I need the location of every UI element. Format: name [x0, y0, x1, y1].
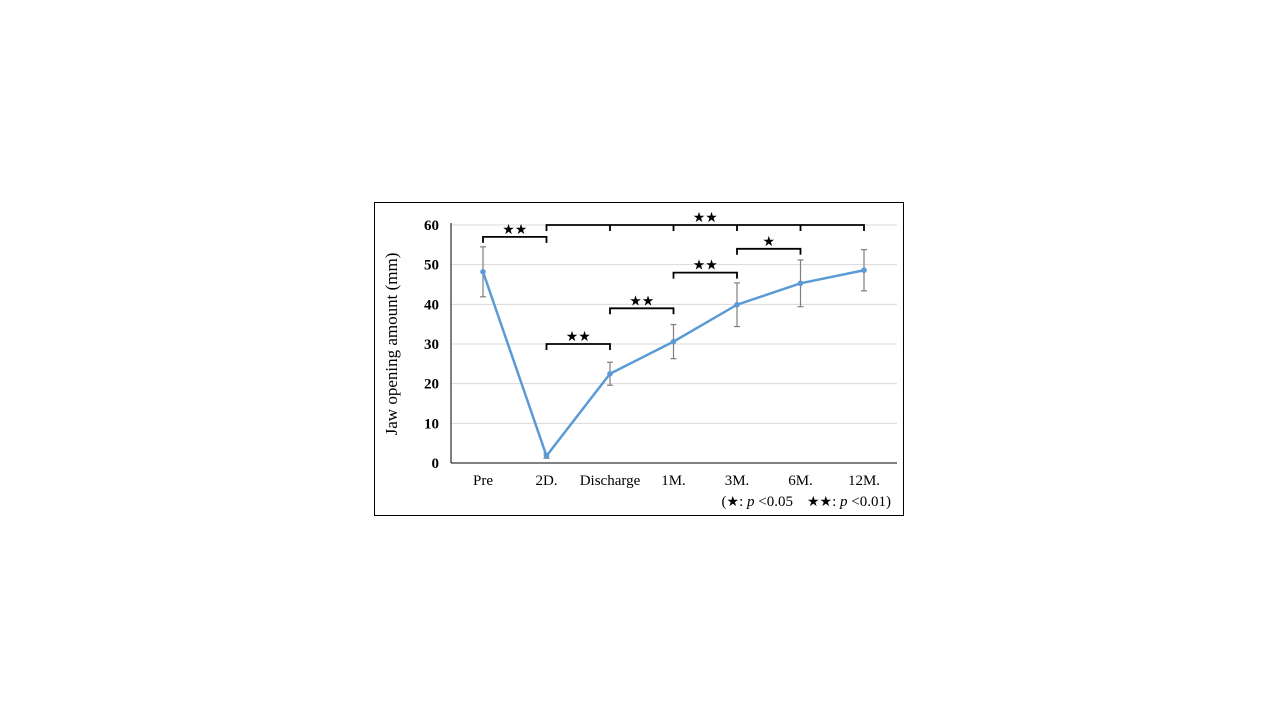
legend-p-1: p — [746, 494, 755, 510]
significance-bracket — [736, 247, 802, 255]
y-tick-label: 30 — [424, 337, 439, 353]
significance-bracket — [482, 236, 548, 243]
legend-two-star-value: <0.01) — [848, 494, 891, 510]
y-axis-title: Jaw opening amount (mm) — [382, 253, 401, 436]
y-tick-label: 20 — [424, 377, 439, 393]
significance-stars: ★★ — [502, 222, 527, 238]
axis-layer: 0 10 20 30 40 50 60 Pre 2D. Discharge 1M. 3M. 6M. 12M… — [424, 218, 897, 489]
x-tick-label: 1M. — [661, 473, 686, 489]
y-tick-label: 50 — [424, 258, 439, 274]
significance-bracket — [609, 307, 675, 315]
series-line — [481, 268, 865, 459]
legend-one-star: ★ — [727, 494, 740, 510]
data-point — [797, 280, 804, 287]
chart-frame: 0 10 20 30 40 50 60 Pre 2D. Discharge 1M. 3M. 6M. 12M… — [374, 202, 904, 516]
chart-svg: 0 10 20 30 40 50 60 Pre 2D. Discharge 1M. 3M. 6M. 12M… — [382, 210, 897, 510]
data-point — [734, 301, 740, 308]
significance-legend: (★: p <0.05 ★★: p <0.01) — [722, 494, 891, 510]
x-tick-label: Discharge — [580, 473, 641, 489]
significance-stars: ★★ — [693, 210, 718, 226]
data-point — [480, 269, 486, 275]
x-tick-label: Pre — [473, 473, 493, 489]
data-point — [543, 453, 550, 459]
significance-brackets: ★★★★★★★★★★★ — [482, 210, 865, 350]
legend-one-star-value: <0.05 — [755, 494, 793, 510]
x-tick-label: 2D. — [535, 473, 557, 489]
x-tick-label: 6M. — [788, 473, 813, 489]
x-tick-label: 3M. — [725, 473, 750, 489]
legend-one-star-colon: : — [739, 494, 747, 510]
legend-two-star-colon: : — [832, 494, 840, 510]
significance-stars: ★ — [762, 234, 775, 250]
legend-open: ( — [722, 494, 727, 510]
data-point — [861, 267, 867, 274]
legend-two-star: ★★ — [807, 494, 832, 510]
y-tick-label: 40 — [424, 297, 439, 313]
significance-stars: ★★ — [566, 329, 591, 345]
significance-bracket — [545, 343, 611, 350]
x-tick-label: 12M. — [848, 473, 880, 489]
significance-stars: ★★ — [693, 258, 718, 274]
significance-bracket — [672, 271, 738, 279]
y-tick-label: 10 — [424, 416, 439, 432]
significance-bracket — [545, 224, 865, 231]
data-point — [607, 370, 613, 377]
significance-stars: ★★ — [629, 293, 654, 309]
y-tick-label: 0 — [432, 456, 440, 472]
data-point — [670, 338, 677, 345]
legend-p-2: p — [839, 494, 848, 510]
y-tick-label: 60 — [424, 218, 439, 234]
series-layer — [480, 267, 867, 459]
